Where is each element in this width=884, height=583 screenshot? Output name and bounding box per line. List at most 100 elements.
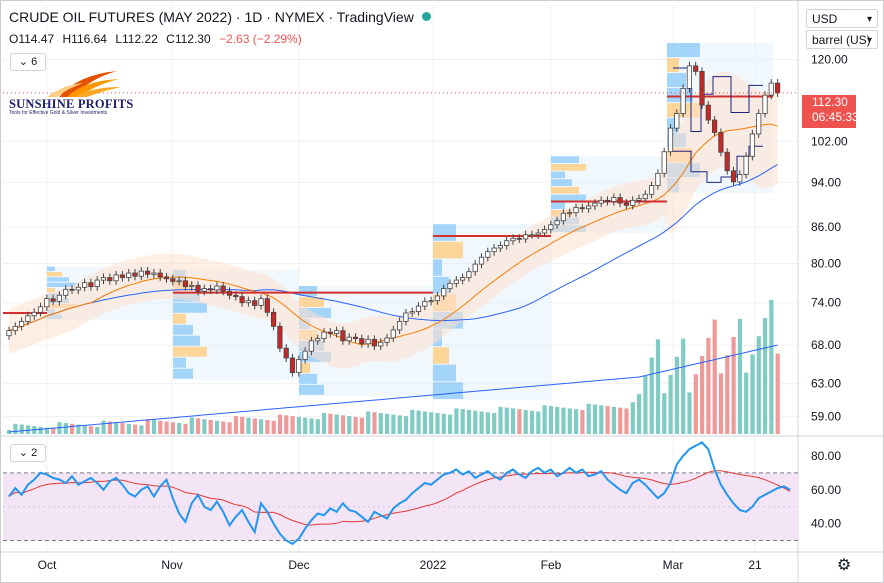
volume-profile-bar [47, 277, 69, 282]
candle-body [642, 193, 648, 200]
candle-body [649, 185, 655, 195]
candle-body [132, 272, 138, 277]
volume-bar [529, 410, 535, 434]
volume-bar [82, 425, 87, 434]
volume-bar [378, 413, 383, 434]
volume-bar [240, 416, 245, 434]
candle-body [31, 311, 37, 317]
volume-bar [504, 407, 509, 434]
bar-countdown: 06:45:33 [812, 110, 859, 124]
volume-profile-bar [299, 373, 317, 384]
volume-bar [403, 416, 409, 434]
currency-select[interactable]: USD ▾ [806, 9, 878, 28]
candle-body [220, 285, 226, 292]
volume-bar [763, 318, 768, 434]
volume-bar [208, 419, 213, 434]
candle-body [390, 329, 396, 339]
volume-bar [107, 421, 112, 434]
volume-bar [271, 420, 276, 434]
candle-body [107, 277, 113, 282]
volume-bar [139, 425, 144, 434]
candle-body [573, 207, 579, 214]
candle-body [548, 224, 554, 230]
volume-bar [624, 408, 629, 434]
volume-profile-bar [433, 224, 456, 241]
volume-bar [196, 418, 201, 434]
candle-body [680, 88, 686, 114]
candle-body [239, 296, 245, 304]
candle-body [396, 321, 403, 331]
volume-bar [328, 413, 333, 434]
volume-bar [309, 418, 314, 434]
volume-bar [548, 406, 553, 434]
unit-select[interactable]: barrel (US) ▾ [806, 30, 878, 49]
candle-body [302, 350, 308, 360]
candle-body [384, 337, 390, 343]
candles [6, 61, 781, 377]
volume-bar [718, 373, 724, 434]
time-axis-tick-label: Dec [288, 558, 309, 572]
symbol-title[interactable]: CRUDE OIL FUTURES (MAY 2022) · 1D · NYME… [9, 9, 414, 25]
candle-body [327, 331, 333, 334]
volume-bar [145, 419, 150, 434]
candle-body [762, 94, 768, 114]
volume-profile-bar [667, 43, 700, 58]
volume-bar [674, 356, 679, 434]
volume-bar [460, 409, 465, 434]
volume-bar [57, 422, 62, 434]
volume-bar [44, 427, 49, 434]
volume-bar [662, 393, 667, 434]
sun-swoosh-icon [47, 71, 121, 97]
candle-body [378, 341, 384, 347]
candle-body [315, 338, 321, 342]
volume-bar [479, 411, 484, 434]
candle-body [535, 232, 541, 236]
volume-bar [542, 405, 547, 434]
candle-body [428, 300, 434, 303]
candle-body [69, 288, 75, 291]
candle-body [151, 272, 157, 275]
volume-profile-bar [299, 362, 310, 373]
ohlc-legend: O114.47 H116.64 L112.22 C112.30 −2.63 (−… [9, 32, 307, 46]
settings-gear-icon[interactable]: ⚙ [836, 557, 852, 574]
price-axis-tick-label: 74.00 [811, 296, 841, 310]
volume-bar [359, 417, 364, 434]
candle-body [497, 245, 504, 249]
candle-body [346, 336, 352, 342]
candle-body [119, 274, 125, 278]
candle-body [100, 277, 107, 281]
candle-body [630, 199, 636, 206]
candle-body [37, 306, 44, 313]
volume-profile-bar [433, 382, 463, 399]
candle-body [138, 270, 144, 277]
candle-body [365, 338, 371, 345]
candle-body [491, 247, 497, 253]
candle-body [560, 212, 567, 222]
volume-bar [441, 413, 446, 434]
candle-body [113, 274, 119, 282]
candle-body [592, 202, 598, 207]
candle-body [195, 284, 201, 292]
volume-profile-bar [299, 285, 317, 296]
time-axis-tick-label: Feb [541, 558, 562, 572]
volume-profile-bar [299, 296, 324, 307]
volume-bar [473, 410, 478, 434]
candle-body [340, 330, 346, 342]
candle-body [75, 286, 81, 291]
price-indicators-toggle[interactable]: ⌄ 6 [10, 53, 46, 71]
volume-bar [233, 416, 238, 434]
volume-profile-bar [433, 259, 442, 276]
volume-bar [416, 410, 421, 434]
rsi-indicators-toggle[interactable]: ⌄ 2 [10, 444, 46, 462]
candle-body [466, 271, 472, 278]
volume-bar [101, 420, 106, 434]
volume-bar [523, 409, 528, 434]
volume-profile-bar [551, 179, 572, 186]
candle-body [270, 311, 277, 327]
unit-value: barrel (US) [812, 33, 871, 47]
candle-body [441, 288, 447, 297]
last-price-value: 112.30 [812, 95, 848, 109]
market-open-status-icon [421, 12, 431, 21]
candle-body [699, 71, 705, 106]
